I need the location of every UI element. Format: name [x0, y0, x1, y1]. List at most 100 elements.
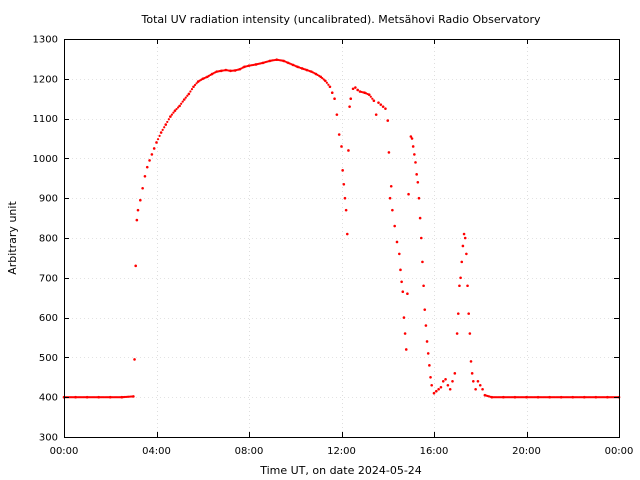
data-point — [399, 268, 402, 272]
data-point — [333, 97, 336, 100]
data-point-fill — [130, 395, 134, 398]
data-point — [432, 391, 436, 395]
data-point — [413, 153, 416, 156]
data-point — [143, 175, 147, 178]
data-point — [173, 109, 177, 112]
data-point — [478, 383, 482, 387]
data-point — [416, 180, 420, 184]
data-point-fill — [193, 83, 197, 87]
data-point-fill — [253, 63, 256, 66]
data-point-fill — [581, 396, 585, 399]
x-tick-label: 08:00 — [235, 446, 264, 457]
data-point-fill — [204, 76, 207, 79]
data-point-fill — [321, 77, 324, 80]
data-point — [401, 290, 405, 294]
data-point-fill — [308, 70, 311, 73]
data-point-fill — [180, 102, 183, 105]
data-point-fill — [73, 396, 76, 399]
data-point-fill — [535, 396, 538, 399]
data-point — [139, 198, 142, 202]
data-point — [192, 85, 195, 89]
data-point — [421, 260, 424, 264]
data-point — [472, 379, 475, 383]
data-point-fill — [190, 88, 194, 91]
data-point — [398, 252, 401, 256]
data-point-fill — [281, 59, 284, 62]
data-point — [330, 91, 334, 95]
data-point — [460, 260, 464, 264]
data-point — [150, 153, 154, 156]
data-point-fill — [170, 113, 174, 116]
x-tick-label: 12:00 — [327, 446, 356, 457]
data-point-fill — [195, 82, 198, 85]
y-tick-label: 500 — [39, 353, 58, 364]
data-point — [169, 115, 172, 118]
data-point-fill — [172, 111, 175, 114]
data-point — [424, 324, 428, 327]
data-point — [462, 232, 466, 236]
y-tick-label: 1300 — [33, 35, 58, 46]
data-point — [463, 236, 467, 240]
data-point — [343, 196, 347, 200]
data-point — [335, 113, 339, 116]
data-point-fill — [163, 126, 166, 129]
x-tick-label: 20:00 — [512, 446, 541, 457]
data-point — [453, 372, 457, 375]
data-point — [389, 184, 393, 188]
data-point-fill — [246, 64, 249, 68]
grid-lines — [64, 39, 619, 437]
data-point — [349, 97, 353, 100]
data-point-fill — [96, 396, 99, 399]
data-point — [448, 387, 452, 391]
data-point-fill — [369, 95, 372, 98]
data-point-fill — [181, 100, 184, 103]
data-point — [476, 379, 480, 383]
data-point-fill — [547, 396, 550, 399]
data-point — [152, 147, 156, 150]
data-point — [429, 376, 432, 379]
data-point — [356, 88, 359, 92]
data-point — [441, 379, 445, 383]
data-point — [414, 161, 417, 164]
data-point — [402, 316, 406, 319]
data-point-fill — [327, 83, 330, 86]
data-point — [455, 332, 459, 335]
data-point — [459, 276, 462, 280]
data-point — [379, 103, 383, 106]
data-point — [417, 196, 421, 200]
data-point — [418, 216, 422, 220]
data-point — [328, 85, 332, 89]
data-point-fill — [605, 396, 608, 399]
data-point — [340, 145, 343, 148]
x-axis-label: Time UT, on date 2024-05-24 — [259, 464, 422, 477]
data-point-fill — [241, 66, 244, 69]
data-point — [381, 105, 385, 108]
data-point-fill — [156, 138, 160, 141]
data-point-fill — [260, 62, 263, 65]
data-point-fill — [285, 61, 288, 64]
data-point — [407, 192, 410, 196]
data-point — [388, 196, 392, 200]
data-point — [342, 182, 346, 186]
data-point — [351, 87, 355, 91]
data-point-fill — [274, 58, 277, 62]
y-tick-label: 600 — [39, 313, 58, 324]
y-axis-label: Arbitrary unit — [6, 201, 19, 275]
data-point — [391, 208, 394, 212]
data-point — [481, 387, 484, 391]
data-point — [164, 123, 168, 126]
y-tick-label: 1100 — [33, 114, 58, 125]
data-point — [437, 387, 440, 391]
data-point — [148, 159, 151, 162]
data-point-fill — [186, 94, 189, 97]
data-point-fill — [290, 63, 293, 66]
data-point — [444, 377, 447, 381]
data-point — [426, 352, 430, 355]
data-point-fill — [489, 395, 492, 398]
data-point — [182, 98, 186, 101]
data-point — [404, 348, 408, 351]
data-point — [439, 385, 443, 389]
data-point-fill — [299, 66, 302, 70]
data-point-fill — [218, 70, 221, 73]
data-point-fill — [189, 90, 192, 93]
